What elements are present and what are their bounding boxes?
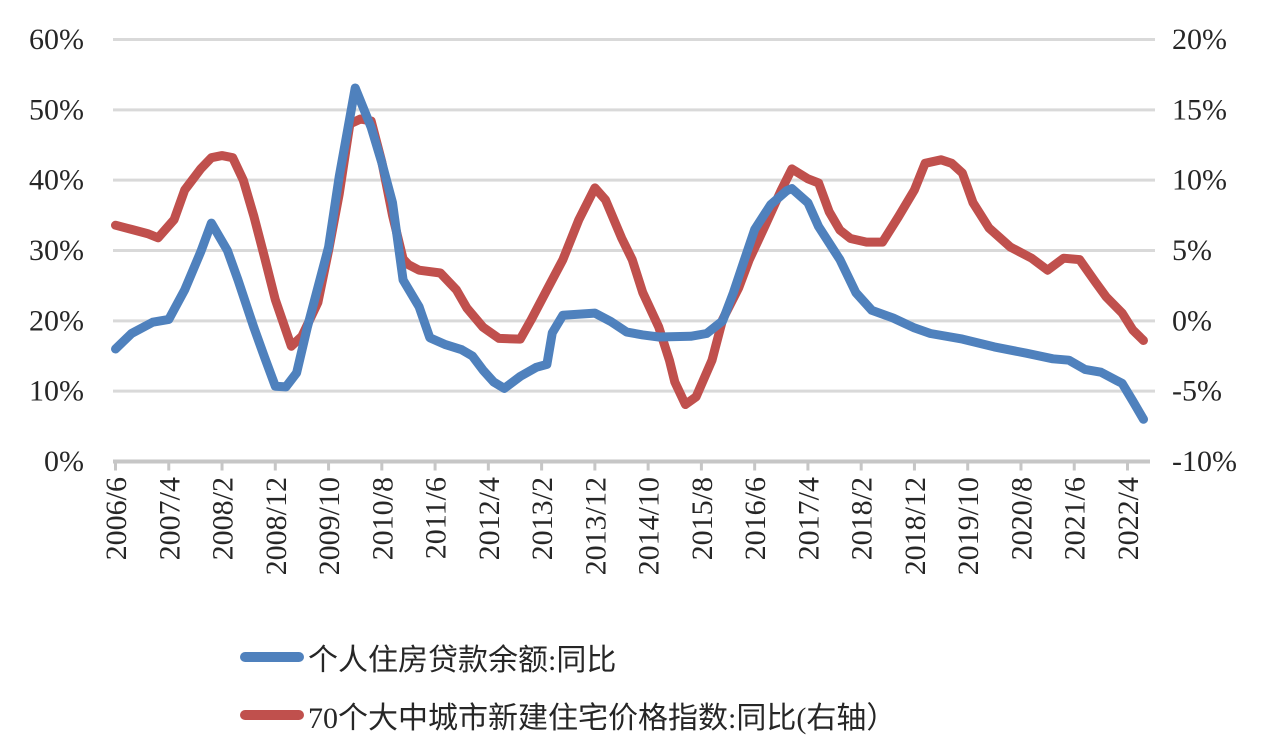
y-right-tick-label: 0% bbox=[1172, 304, 1212, 337]
y-right-tick-label: 15% bbox=[1172, 93, 1227, 126]
legend-swatch-blue-line bbox=[240, 652, 304, 662]
x-tick-label: 2020/8 bbox=[1005, 477, 1038, 560]
x-tick-label: 2017/4 bbox=[792, 477, 825, 560]
x-tick-label: 2018/12 bbox=[899, 477, 932, 575]
x-tick-label: 2019/10 bbox=[952, 477, 985, 575]
y-right-tick-label: -10% bbox=[1172, 445, 1237, 478]
x-tick-label: 2006/6 bbox=[100, 477, 133, 560]
legend: 个人住房贷款余额:同比 70个大中城市新建住宅价格指数:同比(右轴） bbox=[240, 638, 897, 735]
series-line-price-index bbox=[111, 114, 1148, 409]
x-tick-label: 2008/12 bbox=[260, 477, 293, 575]
x-tick-label: 2011/6 bbox=[420, 477, 453, 559]
x-tick-label: 2014/10 bbox=[633, 477, 666, 575]
x-tick-label: 2015/8 bbox=[686, 477, 719, 560]
y-left-tick-label: 30% bbox=[29, 234, 84, 267]
x-tick-label: 2022/4 bbox=[1112, 477, 1145, 560]
x-tick-label: 2009/10 bbox=[313, 477, 346, 575]
x-tick-label: 2018/2 bbox=[846, 477, 879, 560]
y-right-tick-label: 20% bbox=[1172, 23, 1227, 56]
y-left-tick-label: 0% bbox=[44, 445, 84, 478]
x-tick-label: 2016/6 bbox=[739, 477, 772, 560]
y-right-tick-label: 5% bbox=[1172, 234, 1212, 267]
y-left-tick-label: 40% bbox=[29, 164, 84, 197]
y-right-tick-label: -5% bbox=[1172, 375, 1222, 408]
legend-entry-price-index: 70个大中城市新建住宅价格指数:同比(右轴） bbox=[240, 696, 897, 735]
legend-entry-housing-loans: 个人住房贷款余额:同比 bbox=[240, 638, 896, 677]
y-left-tick-label: 20% bbox=[29, 304, 84, 337]
x-tick-label: 2010/8 bbox=[366, 477, 399, 560]
y-left-tick-label: 50% bbox=[29, 93, 84, 126]
y-right-tick-label: 10% bbox=[1172, 164, 1227, 197]
x-tick-label: 2013/2 bbox=[526, 477, 559, 560]
x-tick-label: 2012/4 bbox=[473, 477, 506, 560]
x-tick-label: 2008/2 bbox=[207, 477, 240, 560]
x-tick-label: 2013/12 bbox=[579, 477, 612, 575]
y-left-tick-label: 10% bbox=[29, 375, 84, 408]
y-left-tick-label: 60% bbox=[29, 23, 84, 56]
legend-label-housing-loans: 个人住房贷款余额:同比 bbox=[308, 644, 617, 677]
x-tick-label: 2021/6 bbox=[1059, 477, 1092, 560]
legend-label-price-index: 70个大中城市新建住宅价格指数:同比(右轴） bbox=[308, 702, 897, 735]
series-line-housing-loans bbox=[111, 83, 1148, 424]
legend-swatch-red-line bbox=[240, 710, 304, 720]
x-tick-label: 2007/4 bbox=[153, 477, 186, 560]
